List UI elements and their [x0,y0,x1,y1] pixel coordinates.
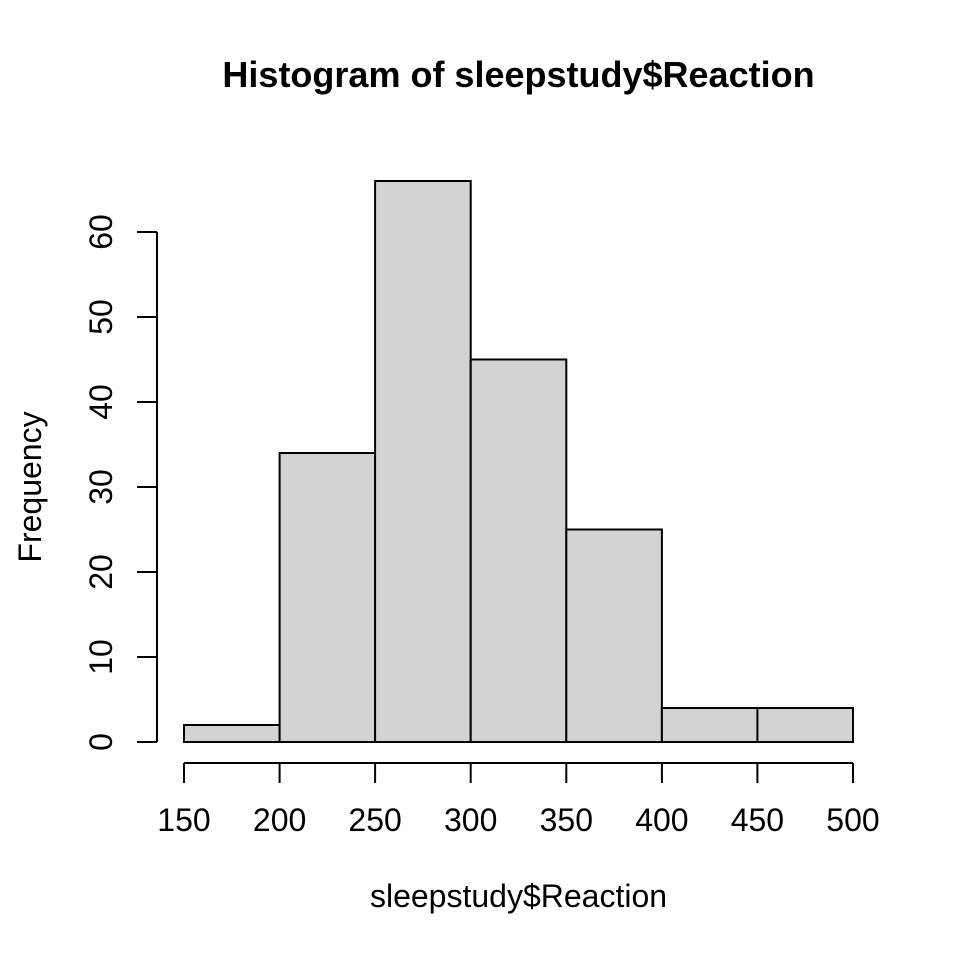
y-tick-label: 60 [83,214,119,250]
x-tick-label: 200 [253,802,306,838]
histogram-bar [469,358,568,743]
histogram-bar [183,724,281,743]
y-tick-label: 0 [83,733,119,751]
y-tick-label: 20 [83,554,119,590]
histogram-bar [278,452,377,743]
y-tick-label: 40 [83,384,119,420]
histogram-bar [756,707,855,743]
histogram-bar [565,528,663,743]
y-tick-label: 30 [83,469,119,505]
x-tick-label: 350 [540,802,593,838]
x-tick-label: 250 [348,802,401,838]
histogram-bar [660,707,759,743]
y-tick-label: 10 [83,639,119,675]
chart-title: Histogram of sleepstudy$Reaction [222,54,815,95]
x-tick-label: 450 [731,802,784,838]
x-tick-label: 500 [826,802,879,838]
histogram-bar [374,180,472,743]
x-axis-label: sleepstudy$Reaction [369,878,668,914]
x-tick-label: 300 [444,802,497,838]
x-tick-label: 150 [157,802,210,838]
y-tick-label: 50 [83,299,119,335]
x-tick-label: 400 [635,802,688,838]
